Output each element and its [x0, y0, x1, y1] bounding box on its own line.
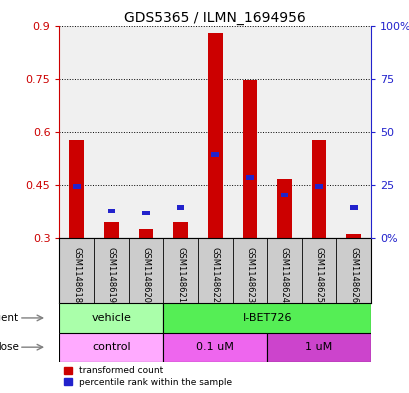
Bar [276, 179, 291, 237]
Bar [107, 209, 115, 213]
Bar [69, 140, 84, 237]
Text: I-BET726: I-BET726 [242, 313, 291, 323]
Bar [73, 184, 81, 189]
Bar [245, 175, 253, 180]
Bar [267, 332, 370, 362]
Text: GSM1148618: GSM1148618 [72, 248, 81, 303]
Text: GSM1148626: GSM1148626 [348, 248, 357, 303]
Bar [311, 140, 326, 237]
Bar [163, 332, 267, 362]
Bar [142, 211, 149, 215]
Bar [349, 205, 357, 210]
Text: 0.1 uM: 0.1 uM [196, 342, 234, 352]
Text: 1 uM: 1 uM [305, 342, 332, 352]
Text: dose: dose [0, 342, 19, 352]
Title: GDS5365 / ILMN_1694956: GDS5365 / ILMN_1694956 [124, 11, 306, 24]
Bar [346, 234, 360, 237]
Text: vehicle: vehicle [91, 313, 131, 323]
Bar [59, 303, 163, 332]
Bar [176, 205, 184, 210]
Text: GSM1148625: GSM1148625 [314, 248, 323, 303]
Text: GSM1148620: GSM1148620 [141, 248, 150, 303]
Text: control: control [92, 342, 130, 352]
Bar [173, 222, 187, 237]
Bar [104, 222, 118, 237]
Text: GSM1148624: GSM1148624 [279, 248, 288, 303]
Text: GSM1148623: GSM1148623 [245, 248, 254, 303]
Legend: transformed count, percentile rank within the sample: transformed count, percentile rank withi… [64, 366, 232, 387]
Bar [280, 193, 288, 197]
Text: agent: agent [0, 313, 19, 323]
Text: GSM1148619: GSM1148619 [107, 248, 116, 303]
Bar [163, 303, 370, 332]
Text: GSM1148622: GSM1148622 [210, 248, 219, 303]
Bar [242, 80, 256, 237]
Bar [138, 229, 153, 237]
Bar [207, 33, 222, 237]
Text: GSM1148621: GSM1148621 [176, 248, 185, 303]
Bar [59, 332, 163, 362]
Bar [211, 152, 218, 157]
Bar [315, 184, 322, 189]
